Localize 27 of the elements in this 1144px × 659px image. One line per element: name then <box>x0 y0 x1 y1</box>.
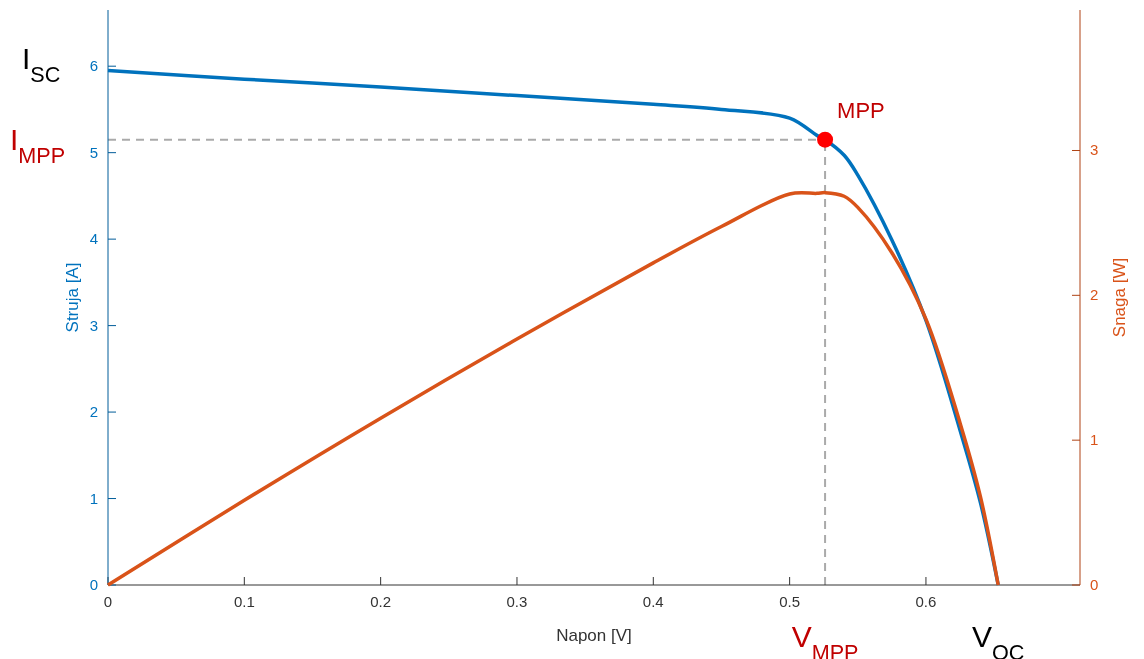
ref-line-label: I$_{MPP}$ <box>10 122 66 168</box>
x-tick-label: 0.4 <box>642 593 664 610</box>
x-tick-label: 0.6 <box>915 593 937 610</box>
y-tick-label: 1 <box>89 489 98 507</box>
y-tick-label: 2 <box>89 403 98 421</box>
y-tick-label: 0 <box>89 576 98 593</box>
ref-line-label: V$_{MPP}$ <box>791 620 859 659</box>
x-axis-title: Napon [V] <box>556 626 632 645</box>
annotation: I$_{SC}$ <box>22 41 61 87</box>
x-tick-label: 0 <box>103 593 113 610</box>
y-tick-label: 6 <box>89 57 98 75</box>
y2-tick-label: 3 <box>1090 141 1099 159</box>
x-tick-label: 0.5 <box>779 593 801 610</box>
y-axis-title: Struja [A] <box>63 262 82 333</box>
x-tick-label: 0.2 <box>370 593 392 610</box>
y2-tick-label: 0 <box>1090 576 1099 593</box>
line-series <box>106 190 1000 587</box>
x-tick-label: 0.1 <box>233 593 255 610</box>
y-tick-label: 5 <box>89 143 98 161</box>
y2-tick-label: 1 <box>1090 431 1099 449</box>
x-tick-label: 0.3 <box>506 593 528 610</box>
y2-axis-title: Snaga [W] <box>1110 257 1129 338</box>
annotation: V$_{OC}$ <box>972 620 1025 659</box>
series-label: MPP <box>837 97 885 123</box>
y-tick-label: 3 <box>89 316 98 334</box>
y-tick-label: 4 <box>89 230 98 248</box>
y2-tick-label: 2 <box>1090 286 1099 304</box>
